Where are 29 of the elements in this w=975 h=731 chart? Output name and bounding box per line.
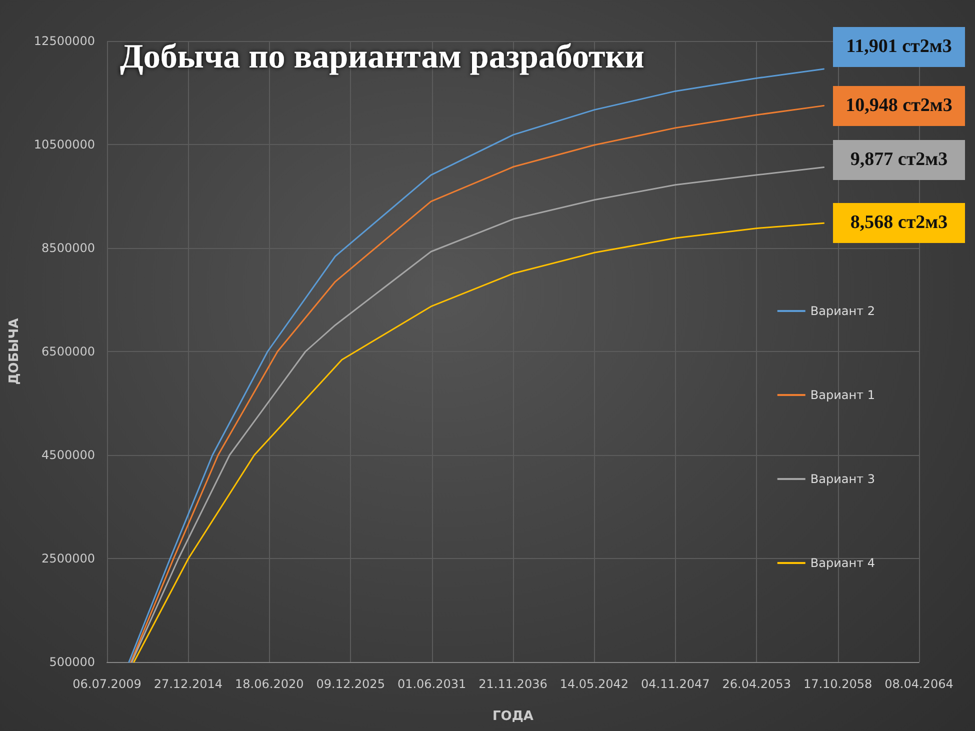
y-tick-label: 2500000 (42, 552, 95, 566)
y-tick-label: 8500000 (42, 241, 95, 255)
x-tick-label: 08.04.2064 (884, 677, 954, 691)
legend-label: Вариант 4 (810, 556, 875, 570)
legend-label: Вариант 2 (810, 304, 875, 318)
x-tick-label: 06.07.2009 (72, 677, 142, 691)
x-tick-label: 01.06.2031 (397, 677, 466, 691)
y-tick-label: 10500000 (34, 138, 95, 152)
legend-label: Вариант 3 (810, 472, 875, 486)
x-tick-label: 26.04.2053 (722, 677, 791, 691)
x-tick-label: 27.12.2014 (154, 677, 223, 691)
annotation: 8,568 ст2м3 (833, 203, 965, 243)
x-tick-label: 04.11.2047 (641, 677, 710, 691)
x-tick-label: 14.05.2042 (560, 677, 629, 691)
legend-label: Вариант 1 (810, 388, 875, 402)
y-tick-label: 6500000 (42, 344, 95, 358)
chart-title: Добыча по вариантам разработки (120, 38, 644, 76)
x-axis-title: ГОДА (492, 709, 534, 724)
y-axis-title: ДОБЫЧА (7, 318, 22, 385)
x-tick-label: 09.12.2025 (316, 677, 385, 691)
annotation: 9,877 ст2м3 (833, 140, 965, 180)
x-tick-label: 17.10.2058 (803, 677, 872, 691)
annotation: 11,901 ст2м3 (833, 27, 965, 67)
y-tick-label: 12500000 (34, 34, 95, 48)
x-tick-label: 18.06.2020 (235, 677, 304, 691)
x-tick-label: 21.11.2036 (478, 677, 548, 691)
y-tick-label: 4500000 (42, 448, 95, 462)
y-tick-label: 500000 (49, 655, 95, 669)
annotation: 10,948 ст2м3 (833, 86, 965, 126)
